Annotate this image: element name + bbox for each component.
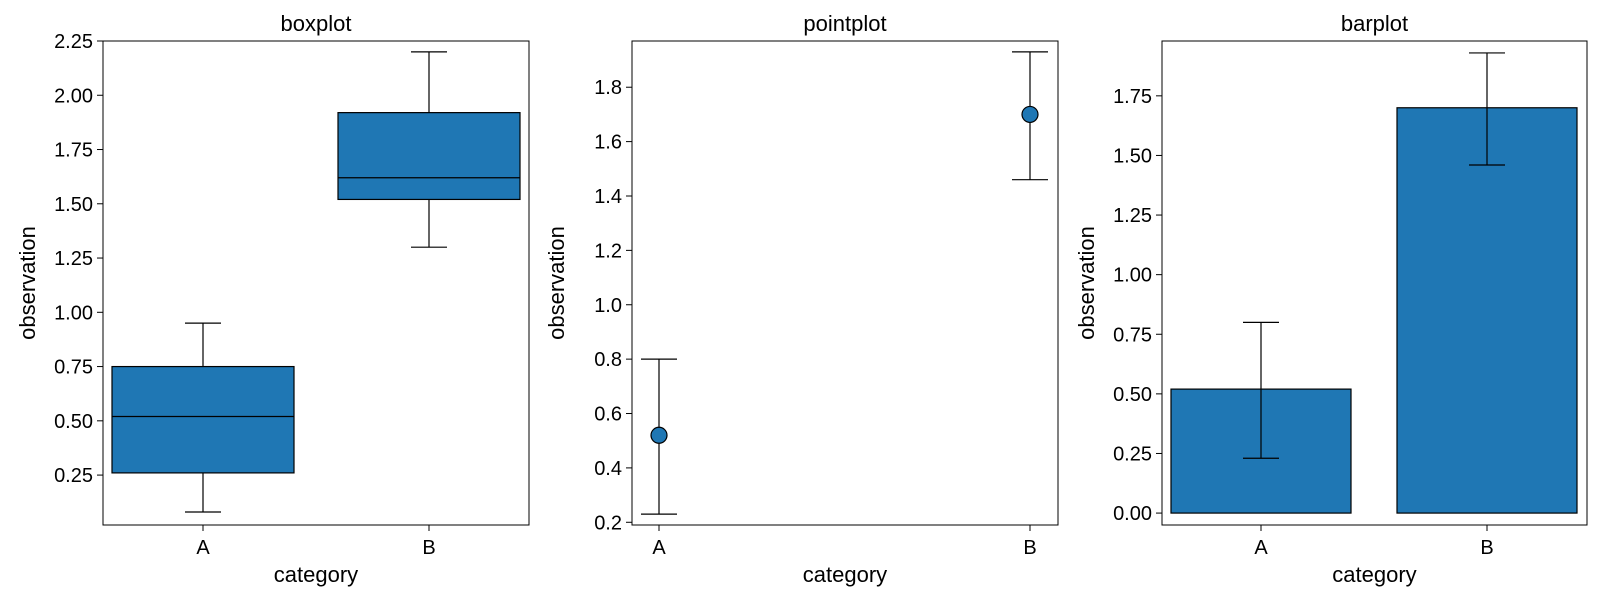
y-tick-label: 1.8: [594, 77, 622, 99]
x-tick-label: A: [1254, 537, 1268, 559]
axes-frame: [102, 40, 530, 526]
subplot-boxplot: boxplot 0.25 0.50 0.75 1.00 1.25 1.50 1.75 2.00 2…: [15, 11, 530, 587]
point-B: [1012, 51, 1048, 181]
x-tick-label: B: [1023, 537, 1036, 559]
y-axis-label: observation: [1074, 226, 1099, 340]
y-tick-label: 1.2: [594, 240, 622, 262]
box-B: [337, 51, 521, 248]
y-tick-label: 1.75: [54, 140, 93, 162]
x-tick-label: B: [1480, 537, 1493, 559]
x-tick-label: B: [422, 537, 435, 559]
point-marker: [1021, 105, 1039, 124]
bar-A: [1170, 321, 1352, 514]
y-tick-label: 0.8: [594, 349, 622, 371]
x-axis-label: category: [1332, 562, 1416, 587]
y-tick-label: 0.4: [594, 458, 622, 480]
x-axis-label: category: [803, 562, 887, 587]
y-tick-label: 1.50: [1113, 145, 1152, 167]
axes-frame: [631, 40, 1059, 526]
y-tick-label: 1.00: [1113, 265, 1152, 287]
y-tick-label: 0.75: [54, 357, 93, 379]
x-tick-label: A: [652, 537, 666, 559]
axes-frame: [1161, 40, 1588, 526]
y-tick-label: 1.25: [1113, 205, 1152, 227]
subplot-title: pointplot: [803, 11, 886, 36]
y-tick-label: 1.75: [1113, 86, 1152, 108]
y-tick-label: 2.00: [54, 85, 93, 107]
y-axis-label: observation: [15, 226, 40, 340]
subplot-pointplot: pointplot 0.2 0.4 0.6 0.8 1.0 1.2 1.4 1.6 1.8 A Bca…: [544, 11, 1059, 587]
y-tick-label: 0.50: [54, 411, 93, 433]
y-tick-label: 2.25: [54, 31, 93, 53]
y-axis-label: observation: [544, 226, 569, 340]
y-tick-label: 0.2: [594, 512, 622, 534]
y-tick-label: 0.25: [54, 465, 93, 487]
bar-B: [1396, 52, 1578, 514]
y-tick-label: 0.75: [1113, 324, 1152, 346]
y-tick-label: 1.50: [54, 194, 93, 216]
y-tick-label: 1.25: [54, 248, 93, 270]
y-tick-label: 1.6: [594, 132, 622, 154]
y-tick-label: 0.00: [1113, 503, 1152, 525]
box-body: [111, 365, 295, 474]
y-tick-label: 1.0: [594, 295, 622, 317]
y-tick-label: 0.6: [594, 404, 622, 426]
x-tick-label: A: [196, 537, 210, 559]
y-tick-label: 1.4: [594, 186, 622, 208]
bar-rect: [1396, 107, 1578, 514]
subplot-title: barplot: [1341, 11, 1408, 36]
y-tick-label: 1.00: [54, 302, 93, 324]
box-A: [111, 322, 295, 513]
box-body: [337, 112, 521, 201]
point-A: [641, 358, 677, 515]
y-tick-label: 0.25: [1113, 443, 1152, 465]
point-marker: [650, 426, 668, 444]
x-axis-label: category: [274, 562, 358, 587]
y-tick-label: 0.50: [1113, 384, 1152, 406]
subplot-title: boxplot: [281, 11, 352, 36]
subplot-barplot: barplot 0.00 0.25 0.50 0.75 1.00 1.25 1.50 1.75 A…: [1074, 11, 1588, 587]
